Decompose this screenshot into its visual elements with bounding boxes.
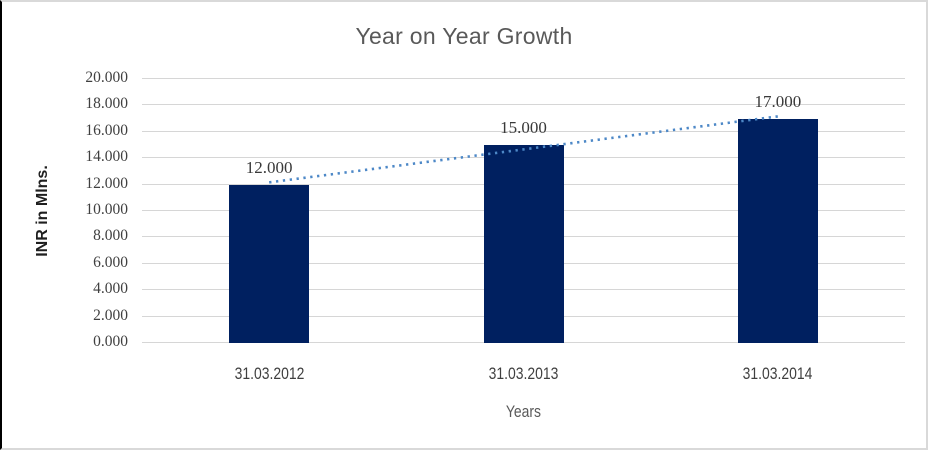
y-axis-tick-label: 0.000 (93, 333, 128, 350)
gridline (142, 78, 905, 79)
trendline (268, 115, 779, 184)
x-axis-category: 31.03.2014 (651, 364, 905, 384)
bar-data-label: 17.000 (754, 91, 802, 111)
y-axis-tick-label: 4.000 (93, 280, 128, 298)
bar (737, 118, 818, 343)
y-axis-tick-label: 12.000 (85, 174, 128, 192)
y-axis-tick-label: 2.000 (93, 306, 128, 324)
bar-data-label: 12.000 (245, 157, 293, 177)
plot-area: 12.000 15.000 17.000 (142, 78, 905, 343)
y-axis-tick-label: 8.000 (93, 227, 128, 245)
bar (229, 184, 310, 343)
gridline (142, 130, 905, 132)
x-axis-category: 31.03.2013 (396, 364, 650, 384)
y-axis-tick-label: 10.000 (85, 201, 128, 218)
x-axis-category-label: 31.03.2014 (742, 364, 813, 383)
x-axis-category-label: 31.03.2012 (234, 364, 305, 383)
y-axis-tick-label: 20.000 (85, 69, 128, 86)
bar-data-label: 15.000 (500, 118, 547, 137)
x-axis-category: 31.03.2012 (142, 364, 396, 384)
y-axis-tick-label: 18.000 (85, 95, 128, 113)
x-axis-title-text: Years (505, 402, 542, 421)
y-axis-tick-label: 14.000 (85, 148, 128, 166)
chart-title: Year on Year Growth (355, 23, 573, 49)
x-axis-category-label: 31.03.2013 (488, 364, 559, 383)
y-axis-tick-label: 16.000 (85, 121, 128, 139)
y-axis-tick-label: 6.000 (93, 253, 128, 271)
gridline (142, 104, 905, 106)
x-axis-title: Years (142, 402, 905, 422)
bar (483, 145, 564, 343)
